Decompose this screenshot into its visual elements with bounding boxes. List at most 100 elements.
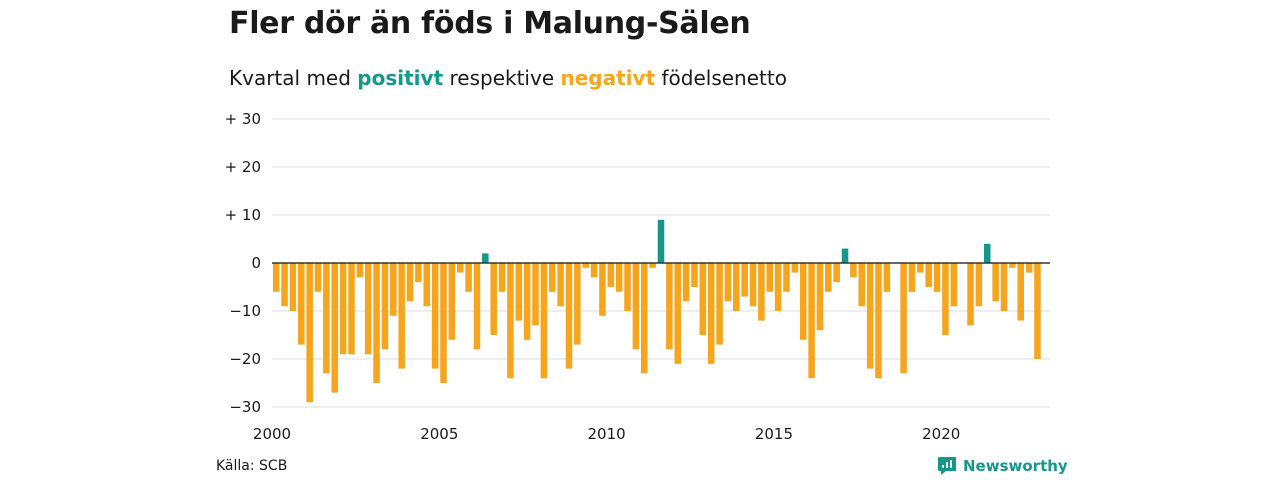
bar-negative [306, 263, 313, 403]
bar-negative [975, 263, 983, 307]
y-tick-label: + 30 [225, 110, 261, 128]
bar-negative [900, 263, 907, 374]
bar-negative [540, 263, 548, 379]
bar-negative [749, 263, 757, 307]
bar-negative [1000, 263, 1008, 311]
bar-negative [473, 263, 481, 350]
bar-negative [758, 263, 765, 321]
bar-negative [925, 263, 932, 287]
subtitle-positive-word: positivt [357, 66, 444, 90]
bar-negative [314, 263, 322, 292]
bar-negative [456, 263, 464, 273]
bar-negative [523, 263, 531, 340]
bar-negative [816, 263, 824, 331]
bar-positive [657, 219, 665, 263]
bar-negative [858, 263, 866, 307]
bar-negative [574, 263, 581, 345]
bar-negative [1034, 263, 1041, 359]
bar-negative [289, 263, 297, 311]
bar-negative [431, 263, 439, 369]
chart-subtitle: Kvartal med positivt respektive negativt… [229, 66, 787, 90]
bar-negative [1017, 263, 1024, 321]
bar-negative [381, 263, 389, 350]
bar-negative [799, 263, 807, 340]
subtitle-suffix: födelsenetto [661, 66, 787, 90]
subtitle-prefix: Kvartal med [229, 66, 351, 90]
bar-negative [599, 263, 606, 316]
bar-negative [507, 263, 514, 379]
bar-negative [607, 263, 615, 287]
bar-negative [1025, 263, 1033, 273]
bar-positive [482, 253, 489, 263]
bar-negative [557, 263, 564, 307]
bar-negative [825, 263, 832, 292]
y-tick-label: −10 [229, 302, 261, 320]
x-tick-label: 2010 [588, 425, 626, 443]
bar-negative [331, 263, 339, 393]
bar-negative [724, 263, 732, 302]
bar-negative [565, 263, 573, 369]
bar-negative [691, 263, 698, 287]
y-tick-label: −30 [229, 398, 261, 416]
chart-title: Fler dör än föds i Malung-Sälen [229, 6, 751, 41]
bar-negative [917, 263, 924, 273]
y-tick-label: −20 [229, 350, 261, 368]
bar-negative [348, 263, 355, 355]
bar-negative [373, 263, 380, 383]
brand[interactable]: Newsworthy [937, 456, 1068, 476]
newsworthy-logo-icon [938, 457, 956, 475]
bar-negative [281, 263, 288, 307]
bar-positive [983, 243, 991, 263]
bar-negative [339, 263, 347, 355]
bar-negative [707, 263, 715, 364]
bar-negative [741, 263, 748, 297]
bar-negative [682, 263, 690, 302]
bar-negative [666, 263, 673, 350]
bar-negative [791, 263, 799, 273]
bar-negative [356, 263, 364, 278]
bar-negative [908, 263, 916, 292]
y-tick-label: + 20 [225, 158, 261, 176]
bar-negative [398, 263, 405, 369]
bar-positive [841, 248, 849, 263]
bar-negative [833, 263, 840, 283]
bar-negative [699, 263, 707, 335]
bar-negative [649, 263, 656, 268]
bar-negative [364, 263, 372, 355]
bar-negative [465, 263, 472, 292]
bar-negative [632, 263, 640, 350]
bar-negative [674, 263, 681, 364]
y-tick-label: + 10 [225, 206, 261, 224]
bar-negative [850, 263, 857, 278]
bar-negative [808, 263, 815, 379]
bar-negative [866, 263, 874, 369]
subtitle-negative-word: negativt [560, 66, 656, 90]
bar-negative [298, 263, 305, 345]
bar-negative [423, 263, 431, 307]
bar-negative [415, 263, 422, 283]
x-tick-label: 2005 [420, 425, 458, 443]
bar-negative [942, 263, 949, 335]
bar-negative [774, 263, 782, 311]
bar-negative [490, 263, 497, 335]
y-tick-label: 0 [251, 254, 261, 272]
x-tick-label: 2015 [755, 425, 793, 443]
bar-negative [498, 263, 506, 292]
bar-negative [967, 263, 974, 326]
bar-negative [950, 263, 958, 307]
brand-name: Newsworthy [963, 457, 1068, 475]
bar-negative [615, 263, 623, 292]
bar-negative [883, 263, 891, 292]
bar-negative [406, 263, 414, 302]
bar-negative [624, 263, 631, 311]
bar-negative [783, 263, 790, 292]
bar-negative [532, 263, 539, 326]
bar-negative [272, 263, 280, 292]
source-note: Källa: SCB [216, 458, 288, 474]
bar-negative [440, 263, 447, 383]
bar-negative [875, 263, 882, 379]
subtitle-middle: respektive [449, 66, 555, 90]
x-tick-label: 2020 [922, 425, 960, 443]
bar-negative [590, 263, 598, 278]
